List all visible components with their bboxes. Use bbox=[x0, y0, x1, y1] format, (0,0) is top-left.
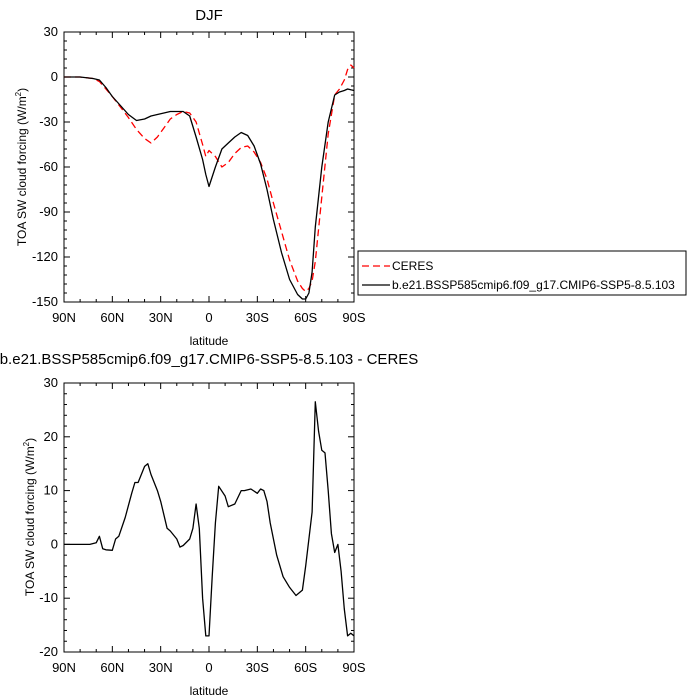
legend-label-ceres: CERES bbox=[392, 259, 433, 273]
upper-plot-frame bbox=[63, 31, 355, 303]
legend-label-model: b.e21.BSSP585cmip6.f09_g17.CMIP6-SSP5-8.… bbox=[392, 278, 675, 292]
lower-y-ticks: 30 20 10 0 -10 -20 bbox=[39, 375, 354, 659]
y-tick-label: 20 bbox=[44, 429, 58, 444]
y-tick-label: 10 bbox=[44, 483, 58, 498]
upper-series-group bbox=[64, 64, 355, 300]
lower-x-axis-label: latitude bbox=[190, 684, 229, 698]
y-tick-label: -120 bbox=[32, 249, 58, 264]
lower-y-axis-label-close: ) bbox=[23, 438, 37, 442]
upper-chart-title: DJF bbox=[195, 7, 223, 24]
upper-x-axis-label: latitude bbox=[190, 334, 229, 348]
x-tick-label: 0 bbox=[205, 310, 212, 325]
upper-y-axis-label-close: ) bbox=[15, 88, 29, 92]
x-tick-label: 90S bbox=[342, 660, 365, 675]
lower-series-group bbox=[64, 401, 355, 637]
y-tick-label: 30 bbox=[44, 24, 58, 39]
y-tick-label: -150 bbox=[32, 294, 58, 309]
y-tick-label: -90 bbox=[39, 204, 58, 219]
x-tick-label: 30S bbox=[246, 660, 269, 675]
series-line-1 bbox=[64, 76, 355, 300]
x-tick-label: 90S bbox=[342, 310, 365, 325]
lower-chart-panel: b.e21.BSSP585cmip6.f09_g17.CMIP6-SSP5-8.… bbox=[0, 351, 418, 698]
series-line-0 bbox=[64, 64, 355, 293]
difference-line bbox=[64, 401, 355, 637]
lower-y-axis-label: TOA SW cloud forcing (W/m2) bbox=[22, 438, 37, 596]
upper-x-ticks: 90N 60N 30N 0 30S 60S 90S bbox=[52, 32, 366, 325]
lower-x-ticks: 90N 60N 30N 0 30S 60S 90S bbox=[52, 383, 366, 675]
lower-y-axis-label-main: TOA SW cloud forcing (W/m bbox=[23, 446, 37, 596]
x-tick-label: 60N bbox=[100, 310, 124, 325]
legend-box bbox=[357, 250, 687, 296]
upper-y-axis-label-sup: 2 bbox=[14, 91, 23, 96]
x-tick-label: 30S bbox=[246, 310, 269, 325]
x-tick-label: 30N bbox=[149, 660, 173, 675]
x-tick-label: 60S bbox=[294, 660, 317, 675]
upper-y-axis-label: TOA SW cloud forcing (W/m2) bbox=[14, 88, 29, 246]
y-tick-label: -20 bbox=[39, 644, 58, 659]
lower-plot-frame bbox=[63, 382, 355, 653]
lower-y-axis-label-sup: 2 bbox=[22, 441, 31, 446]
y-tick-label: -10 bbox=[39, 590, 58, 605]
lower-chart-title: b.e21.BSSP585cmip6.f09_g17.CMIP6-SSP5-8.… bbox=[0, 351, 418, 368]
upper-chart-panel: DJF 90N 60N 30N 0 30S 60S 90S 30 0 -30 -60 -90 -120… bbox=[14, 7, 687, 348]
x-tick-label: 30N bbox=[149, 310, 173, 325]
y-tick-label: 0 bbox=[51, 69, 58, 84]
upper-y-axis-label-main: TOA SW cloud forcing (W/m bbox=[15, 96, 29, 246]
x-tick-label: 60N bbox=[100, 660, 124, 675]
x-tick-label: 0 bbox=[205, 660, 212, 675]
y-tick-label: 0 bbox=[51, 536, 58, 551]
upper-y-ticks: 30 0 -30 -60 -90 -120 -150 bbox=[32, 24, 354, 309]
x-tick-label: 90N bbox=[52, 660, 76, 675]
upper-legend: CERES b.e21.BSSP585cmip6.f09_g17.CMIP6-S… bbox=[357, 250, 687, 296]
y-tick-label: 30 bbox=[44, 375, 58, 390]
y-tick-label: -30 bbox=[39, 114, 58, 129]
x-tick-label: 60S bbox=[294, 310, 317, 325]
y-tick-label: -60 bbox=[39, 159, 58, 174]
x-tick-label: 90N bbox=[52, 310, 76, 325]
